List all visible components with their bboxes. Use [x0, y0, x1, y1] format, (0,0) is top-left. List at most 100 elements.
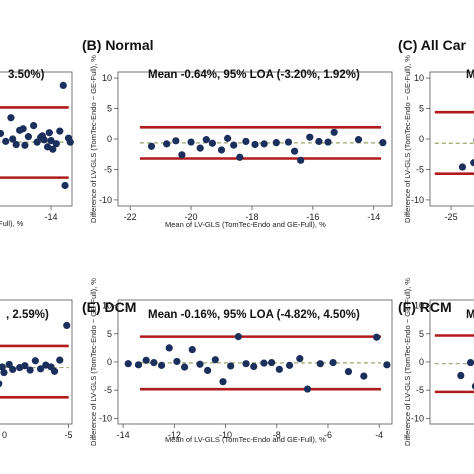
data-point — [56, 127, 64, 135]
data-point — [208, 139, 216, 147]
data-point — [24, 133, 32, 141]
x-tick-label: -18 — [245, 212, 258, 222]
data-point — [21, 362, 29, 370]
stat-annotation: 3.50%) — [8, 69, 45, 81]
data-point — [458, 163, 467, 171]
y-tick-label: -10 — [99, 195, 112, 205]
data-point — [45, 129, 53, 137]
y-tick-label: 0 — [107, 357, 112, 367]
data-point — [196, 144, 204, 152]
data-point — [242, 137, 250, 146]
stat-annotation: , 2.59%) — [6, 309, 49, 321]
y-axis-label: Difference of LV-GLS (TomTec-Endo − GE-F… — [403, 55, 412, 223]
data-point — [7, 114, 15, 122]
data-point — [30, 122, 38, 130]
data-point — [31, 357, 39, 365]
data-point — [2, 137, 10, 145]
panel-top-left-cropped: 3.50%) -14 Full), % — [0, 69, 74, 228]
data-point — [150, 358, 158, 367]
x-tick-label: 0 — [2, 430, 7, 440]
data-point — [49, 145, 57, 153]
x-axis-label: Mean of LV-GLS (TomTec-Endo and GE-Full)… — [165, 220, 326, 229]
data-point — [275, 365, 283, 373]
data-point — [165, 344, 173, 352]
data-point — [47, 136, 55, 145]
data-point — [383, 361, 391, 369]
y-tick-label: 5 — [419, 329, 424, 339]
stat-annotation: Mean -0.64%, 95% LOA (-3.20%, 1.92%) — [148, 69, 360, 81]
data-point — [360, 372, 368, 380]
data-point — [234, 333, 242, 341]
x-tick-label: -22 — [124, 212, 137, 222]
data-point — [38, 132, 46, 140]
panel-bottom-left-cropped: , 2.59%) -5 0 — [0, 299, 73, 440]
data-point — [354, 136, 363, 144]
y-tick-label: -5 — [104, 385, 112, 395]
y-tick-label: -5 — [416, 164, 424, 174]
data-point — [303, 385, 312, 393]
x-tick-label: -8 — [273, 430, 281, 440]
y-tick-label: 0 — [107, 134, 112, 144]
data-point — [26, 366, 34, 374]
data-point — [297, 156, 305, 164]
data-point — [134, 361, 143, 369]
data-point — [217, 146, 226, 154]
stat-annotation: M — [466, 69, 474, 81]
x-axis-label: Full), % — [0, 219, 24, 228]
panel-title: (B) Normal — [82, 37, 154, 53]
x-tick-label: -5 — [65, 430, 73, 440]
y-tick-label: -10 — [411, 413, 424, 423]
x-tick-label: -14 — [117, 430, 130, 440]
x-tick-label: -10 — [219, 430, 232, 440]
x-tick-label: -16 — [306, 212, 319, 222]
data-point — [202, 136, 210, 144]
data-point — [329, 358, 337, 367]
data-point — [50, 367, 59, 375]
panel-title: (C) All Car — [398, 37, 466, 53]
data-point — [236, 153, 244, 161]
stat-annotation: Mean -0.16%, 95% LOA (-4.82%, 4.50%) — [148, 309, 360, 321]
data-point — [180, 363, 189, 371]
data-point — [0, 129, 5, 138]
y-tick-label: 10 — [102, 73, 112, 83]
data-point — [56, 356, 64, 364]
y-tick-label: 10 — [414, 301, 424, 311]
data-point — [0, 368, 8, 377]
data-point — [344, 367, 353, 376]
y-axis-label: Difference of LV-GLS (TomTec-Endo − GE-F… — [89, 55, 98, 223]
data-point — [272, 139, 280, 147]
panel-dcm: (E) DCM Mean -0.16%, 95% LOA (-4.82%, 4.5… — [82, 278, 393, 446]
data-point — [211, 356, 219, 364]
data-point — [260, 140, 268, 148]
data-point — [61, 181, 69, 190]
data-point — [285, 361, 294, 369]
data-point — [306, 133, 314, 141]
data-point — [204, 366, 212, 375]
data-point — [36, 365, 45, 373]
y-tick-label: -10 — [411, 195, 424, 205]
data-point — [290, 147, 299, 155]
x-tick-label: -4 — [375, 430, 383, 440]
plot-frame — [117, 71, 393, 207]
data-point — [219, 378, 227, 386]
panel-normal: (B) Normal Mean -0.64%, 95% LOA (-3.20%, … — [82, 37, 393, 229]
plot-frame — [429, 71, 474, 207]
x-tick-label: -20 — [185, 212, 198, 222]
panel-title: (F) RCM — [398, 299, 452, 315]
data-point — [0, 380, 3, 388]
x-axis-label: Mean of LV-GLS (TomTec-Endo and GE-Full)… — [165, 435, 326, 444]
data-point — [242, 360, 250, 368]
data-point — [457, 371, 465, 380]
data-point — [142, 356, 150, 364]
data-point — [296, 355, 304, 363]
x-tick-label: -6 — [324, 430, 332, 440]
data-point — [227, 362, 235, 370]
data-point — [471, 382, 474, 390]
data-point — [124, 360, 132, 368]
data-point — [373, 333, 381, 341]
x-tick-label: -14 — [45, 212, 58, 222]
data-point — [251, 140, 259, 149]
